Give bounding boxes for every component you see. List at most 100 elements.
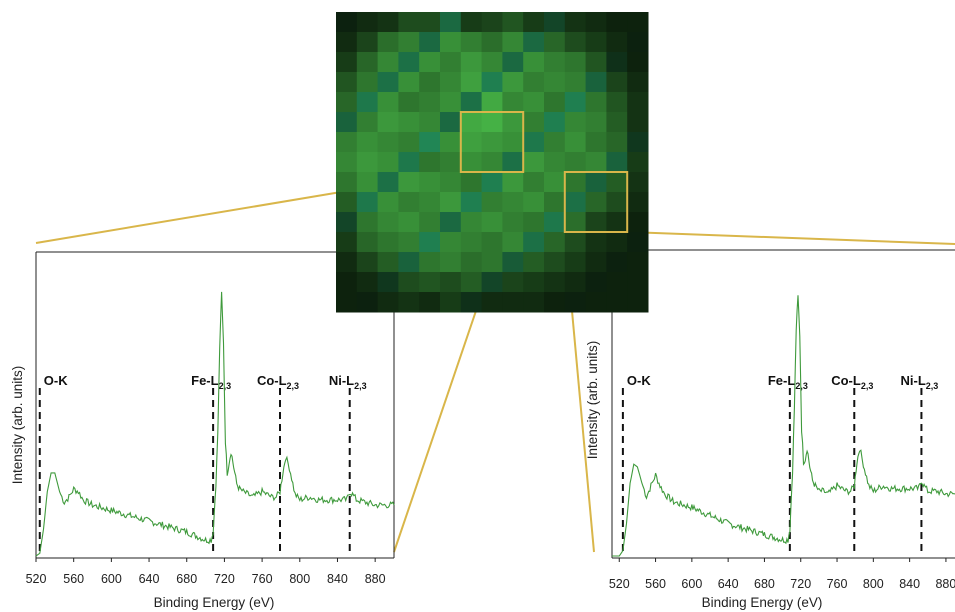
map-pixel (440, 172, 462, 193)
map-pixel (606, 292, 628, 313)
map-pixel (440, 92, 462, 113)
map-pixel (627, 72, 649, 93)
map-pixel (460, 252, 483, 273)
map-pixel (627, 212, 649, 233)
map-pixel (606, 212, 628, 233)
map-pixel (440, 152, 462, 173)
edge-label-sub: 2,3 (926, 381, 939, 391)
map-pixel (502, 132, 524, 153)
map-pixel (440, 12, 462, 33)
spectrum-line (612, 295, 955, 557)
map-pixel (419, 32, 441, 53)
map-pixel (544, 172, 566, 193)
map-pixel (502, 292, 524, 313)
map-pixel (523, 152, 545, 173)
edge-label: O-K (44, 373, 68, 388)
x-tick-label: 600 (101, 572, 122, 586)
map-pixel (606, 52, 628, 73)
map-pixel (440, 32, 462, 53)
y-axis-title-right: Intensity (arb. units) (585, 341, 600, 460)
map-pixel (544, 72, 566, 93)
map-pixel (544, 112, 566, 133)
x-axis-title-right: Binding Energy (eV) (702, 595, 823, 610)
map-pixel (336, 92, 358, 113)
edge-label: Ni-L2,3 (901, 373, 939, 391)
map-pixel (544, 152, 566, 173)
map-pixel (523, 92, 545, 113)
map-pixel (564, 192, 587, 213)
map-pixel (585, 32, 607, 53)
map-pixel (627, 192, 649, 213)
map-pixel (502, 172, 524, 193)
map-pixel (398, 112, 420, 133)
map-pixel (523, 292, 545, 313)
map-pixel (523, 32, 545, 53)
edge-label: Co-L2,3 (831, 373, 873, 391)
map-pixel (398, 272, 420, 293)
map-pixel (356, 292, 379, 313)
map-pixel (585, 212, 607, 233)
map-pixel (377, 212, 399, 233)
map-pixel (606, 192, 628, 213)
map-pixel (585, 172, 607, 193)
map-pixel (585, 152, 607, 173)
map-pixel (377, 252, 399, 273)
map-pixel (419, 292, 441, 313)
map-pixel (419, 72, 441, 93)
map-pixel (585, 12, 607, 33)
map-pixel (440, 52, 462, 73)
map-pixel (336, 232, 358, 253)
map-pixel (502, 32, 524, 53)
edge-label-main: O-K (627, 373, 651, 388)
map-pixel (564, 212, 587, 233)
map-pixel (356, 272, 379, 293)
map-pixel (585, 72, 607, 93)
map-pixel (544, 272, 566, 293)
map-pixel (564, 292, 587, 313)
map-pixel (585, 192, 607, 213)
x-tick-label: 800 (289, 572, 310, 586)
map-pixel (627, 12, 649, 33)
map-pixel (419, 272, 441, 293)
map-pixel (502, 192, 524, 213)
map-pixel (544, 12, 566, 33)
map-pixel (398, 292, 420, 313)
map-pixel (523, 12, 545, 33)
edge-label: Fe-L2,3 (191, 373, 231, 391)
x-tick-label: 840 (327, 572, 348, 586)
map-pixel (460, 132, 483, 153)
map-pixel (481, 72, 503, 93)
map-pixel (336, 272, 358, 293)
map-pixel (460, 32, 483, 53)
map-pixel (481, 12, 503, 33)
edge-label-main: Fe-L (191, 373, 219, 388)
map-pixel (606, 92, 628, 113)
map-pixel (460, 232, 483, 253)
map-pixel (523, 232, 545, 253)
x-tick-label: 720 (214, 572, 235, 586)
map-pixel (564, 232, 587, 253)
map-pixel (460, 272, 483, 293)
map-pixel (336, 172, 358, 193)
map-pixel (440, 292, 462, 313)
x-tick-label: 680 (176, 572, 197, 586)
map-pixel (460, 52, 483, 73)
x-tick-label: 800 (863, 577, 884, 591)
map-pixel (544, 292, 566, 313)
edge-label-sub: 2,3 (861, 381, 874, 391)
map-pixel (606, 32, 628, 53)
map-pixel (544, 252, 566, 273)
map-pixel (502, 212, 524, 233)
map-pixel (481, 232, 503, 253)
map-pixel (585, 132, 607, 153)
map-pixel (419, 12, 441, 33)
map-pixel (564, 152, 587, 173)
map-pixel (627, 152, 649, 173)
map-pixel (627, 252, 649, 273)
map-pixel (460, 212, 483, 233)
map-pixel (564, 252, 587, 273)
map-pixel (585, 92, 607, 113)
map-pixel (419, 132, 441, 153)
map-selection-boxes (459, 111, 629, 233)
